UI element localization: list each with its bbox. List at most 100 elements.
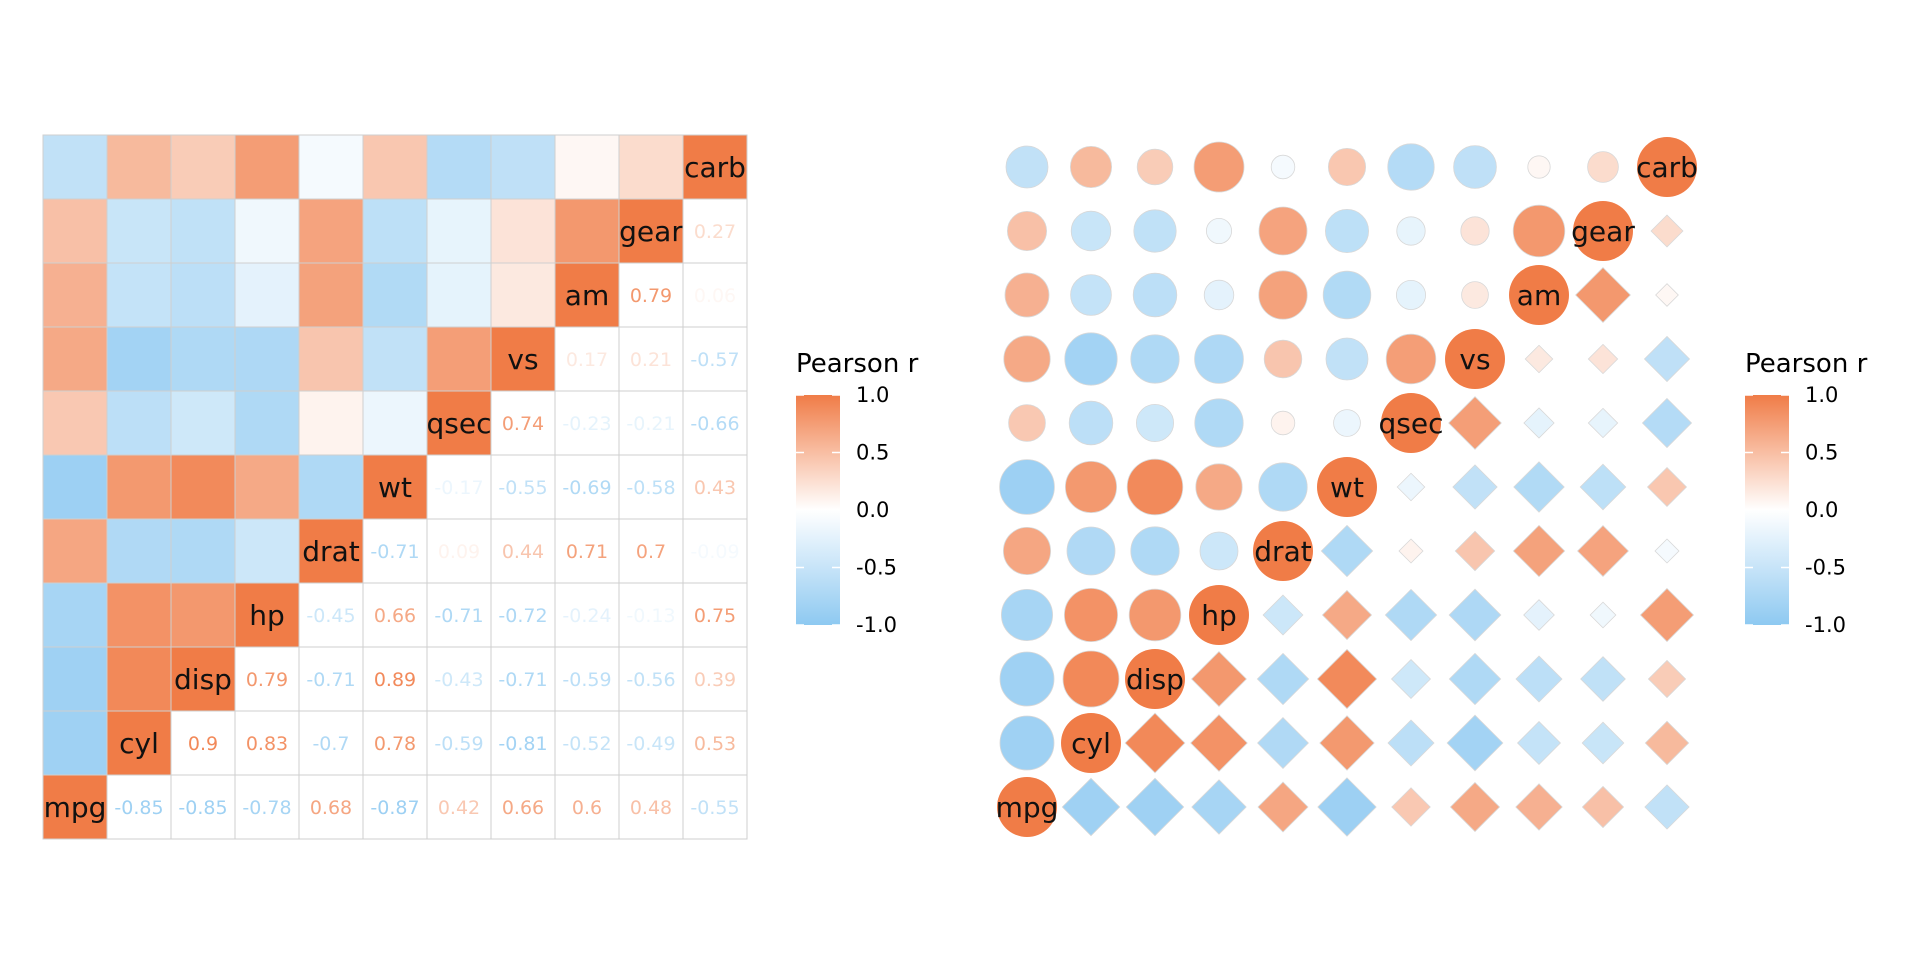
correlation-value-label: -0.55 <box>498 477 547 499</box>
grid-cell <box>298 646 364 712</box>
correlation-value-label: 0.66 <box>374 605 416 627</box>
grid-cell <box>682 390 748 456</box>
correlation-tile <box>171 327 235 391</box>
grid-cell <box>362 518 428 584</box>
correlation-circle <box>1512 204 1566 258</box>
correlation-circle <box>1064 588 1119 643</box>
correlation-diamond <box>1647 659 1687 699</box>
correlation-circle <box>1130 334 1180 384</box>
correlation-circle <box>1206 217 1233 244</box>
correlation-tile <box>427 327 491 391</box>
correlation-circle <box>1003 527 1052 576</box>
correlation-diamond <box>1449 781 1501 833</box>
correlation-tile <box>299 263 363 327</box>
correlation-diamond <box>1317 777 1377 837</box>
correlation-tile <box>107 583 171 647</box>
correlation-tile <box>619 135 683 199</box>
correlation-tile <box>43 711 107 775</box>
diagonal-tile <box>363 455 427 519</box>
correlation-diamond <box>1454 530 1496 572</box>
correlation-diamond <box>1191 651 1247 707</box>
grid-cell <box>490 390 556 456</box>
correlation-tile <box>235 327 299 391</box>
correlation-tile <box>43 199 107 263</box>
correlation-tile <box>427 263 491 327</box>
correlation-tile <box>171 455 235 519</box>
correlation-circle <box>1070 274 1112 316</box>
correlation-circle <box>1130 526 1180 576</box>
correlation-diamond <box>1589 601 1617 629</box>
correlation-value-label: -0.45 <box>306 605 355 627</box>
correlation-circle <box>1195 463 1243 511</box>
variable-label: cyl <box>119 727 159 760</box>
legend-tick-label: -1.0 <box>1805 613 1846 637</box>
correlation-value-label: -0.56 <box>626 669 675 691</box>
correlation-circle <box>1385 333 1437 385</box>
correlation-diamond <box>1384 588 1438 642</box>
grid-cell <box>618 326 684 392</box>
variable-label: gear <box>1571 215 1635 248</box>
correlation-diamond <box>1515 783 1563 831</box>
diagonal-circle <box>1317 457 1377 517</box>
correlation-value-label: 0.9 <box>188 733 218 755</box>
correlation-tile <box>107 519 171 583</box>
correlation-diamond <box>1643 335 1691 383</box>
grid-cell <box>298 582 364 648</box>
grid-cell <box>618 390 684 456</box>
diagonal-circle <box>997 777 1057 837</box>
correlation-diamond <box>1523 407 1555 439</box>
correlation-circle <box>1194 398 1244 448</box>
diagonal-circle <box>1445 329 1505 389</box>
grid-cell <box>682 454 748 520</box>
correlation-circle <box>1065 460 1118 513</box>
grid-cell <box>618 774 684 840</box>
correlation-value-label: 0.39 <box>694 669 736 691</box>
grid-cell <box>554 390 620 456</box>
correlation-circle <box>1258 462 1308 512</box>
color-legend-left: Pearson r 1.0 0.5 0.0 -0.5 -1.0 <box>796 349 919 637</box>
correlation-value-label: 0.6 <box>572 797 602 819</box>
correlation-value-label: -0.85 <box>178 797 227 819</box>
correlation-diamond <box>1390 658 1432 700</box>
correlation-circle <box>1396 279 1427 310</box>
grid-cell <box>170 774 236 840</box>
variable-label: wt <box>378 471 412 504</box>
correlation-diamond <box>1575 267 1631 323</box>
correlation-circle <box>999 715 1055 771</box>
correlation-value-label: -0.81 <box>498 733 547 755</box>
correlation-tile <box>171 135 235 199</box>
correlation-value-label: 0.06 <box>694 285 736 307</box>
correlation-value-label: -0.69 <box>562 477 611 499</box>
correlation-diamond <box>1512 524 1566 578</box>
correlation-tile <box>171 391 235 455</box>
correlation-circle <box>1132 272 1178 318</box>
variable-label: am <box>1517 279 1561 312</box>
correlation-tile <box>107 327 171 391</box>
correlation-tile <box>235 391 299 455</box>
diagonal-circle <box>1061 713 1121 773</box>
correlation-diamond <box>1641 397 1693 449</box>
grid-cell <box>682 710 748 776</box>
correlation-diamond <box>1448 588 1502 642</box>
correlation-tile <box>43 583 107 647</box>
correlation-circle <box>1068 400 1114 446</box>
variable-label: drat <box>1254 535 1311 568</box>
correlation-diamond <box>1654 538 1680 564</box>
correlation-circle <box>1263 339 1303 379</box>
correlation-circle <box>999 651 1055 707</box>
variable-label: vs <box>1459 343 1490 376</box>
correlation-circle <box>1004 272 1050 318</box>
correlation-diamond <box>1319 715 1375 771</box>
correlation-circle <box>1128 588 1182 642</box>
correlation-value-label: -0.87 <box>370 797 419 819</box>
correlation-tile <box>363 199 427 263</box>
correlation-tile <box>107 455 171 519</box>
variable-label: mpg <box>996 791 1059 824</box>
correlation-circle <box>1136 403 1175 442</box>
correlation-diamond <box>1396 472 1426 502</box>
correlation-circle <box>1396 216 1426 246</box>
grid-cell <box>490 582 556 648</box>
correlation-circle <box>999 459 1055 515</box>
correlation-diamond <box>1516 720 1562 766</box>
